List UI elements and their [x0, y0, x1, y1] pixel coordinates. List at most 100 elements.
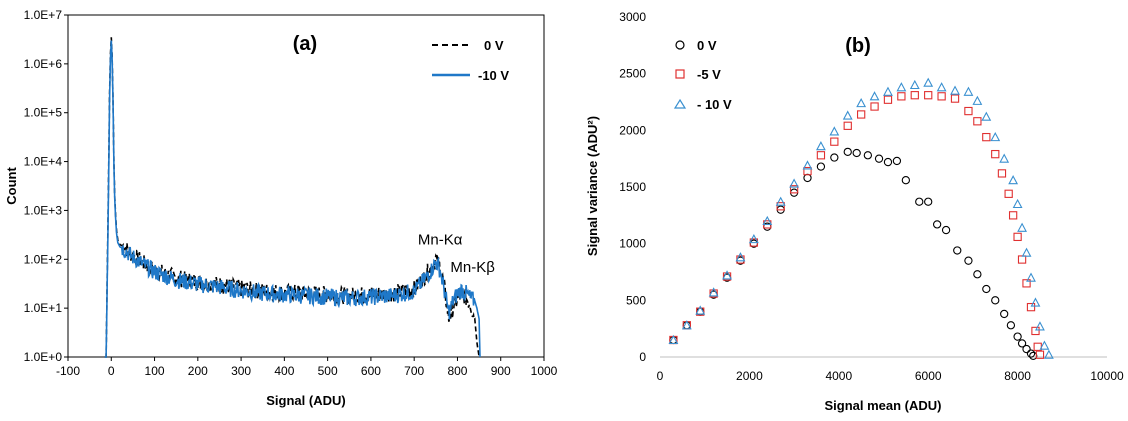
panel-a-y-tick-label: 1.0E+3 [24, 203, 63, 217]
annotation-mn-k-beta: Mn-Kβ [450, 259, 495, 276]
scatter-point-10v [999, 153, 1010, 163]
scatter-point-0v [964, 256, 973, 265]
panel-a-x-tick-label: 600 [361, 364, 381, 378]
scatter-point-0v [803, 173, 812, 183]
panel-b-y-tick-label: 1000 [619, 237, 646, 251]
panel-b-legend: 0 V -5 V - 10 V [673, 38, 732, 112]
panel-a-x-tick-label: 0 [108, 364, 115, 378]
panel-b-x-tick-label: 10000 [1090, 369, 1124, 383]
panel-a-x-tick-label: 700 [404, 364, 424, 378]
scatter-point-5v [816, 151, 826, 160]
scatter-point-5v [803, 166, 812, 176]
scatter-point-10v [681, 320, 692, 330]
scatter-point-10v [802, 160, 813, 170]
panel-b-y-axis-label: Signal variance (ADU²) [585, 116, 600, 256]
scatter-point-5v [982, 132, 991, 142]
panel-a-x-tick-label: 900 [491, 364, 511, 378]
scatter-point-5v [964, 106, 973, 116]
scatter-point-5v [1022, 279, 1031, 288]
scatter-point-10v [856, 97, 867, 108]
scatter-point-10v [990, 131, 1001, 142]
scatter-point-5v [950, 94, 960, 103]
scatter-point-10v [936, 82, 947, 92]
panel-b-y-tick-label: 1500 [619, 180, 646, 194]
scatter-point-0v [991, 296, 1000, 305]
legend-marker-5v [675, 69, 685, 79]
scatter-point-0v [1022, 344, 1031, 354]
scatter-point-0v [852, 148, 861, 158]
panel-a-x-tick-label: 500 [318, 364, 338, 378]
scatter-point-5v [870, 102, 879, 111]
scatter-point-10v [1017, 222, 1027, 232]
scatter-point-0v [901, 176, 910, 185]
scatter-point-10v [762, 215, 773, 226]
scatter-point-10v [909, 79, 920, 90]
scatter-point-5v [1035, 350, 1045, 359]
scatter-point-5v [937, 92, 946, 101]
scatter-point-10v [708, 287, 719, 297]
panel-a-y-tick-label: 1.0E+4 [24, 155, 63, 169]
panel-b-x-tick-label: 0 [657, 369, 664, 383]
scatter-point-10v [775, 196, 786, 206]
scatter-point-5v [1008, 211, 1018, 220]
panel-b-series [668, 77, 1054, 361]
scatter-point-5v [789, 185, 799, 194]
annotation-mn-k-alpha: Mn-Kα [418, 232, 463, 249]
scatter-point-10v [963, 86, 974, 96]
scatter-point-0v [1026, 349, 1036, 358]
panel-b-y-tick-label: 500 [626, 293, 646, 307]
series-line-10v [104, 40, 481, 358]
scatter-point-5v [973, 117, 982, 126]
scatter-point-10v [1012, 198, 1023, 209]
panel-b-y-tick-label: 0 [639, 350, 646, 364]
legend-label-0v-b: 0 V [697, 38, 717, 53]
panel-b: 0 2000 4000 6000 8000 10000 0 500 1000 1500 2000 25… [585, 10, 1124, 413]
scatter-point-0v [874, 154, 884, 163]
legend-label-10v: -10 V [478, 68, 509, 83]
scatter-point-10v [1030, 297, 1041, 307]
scatter-point-5v [1004, 189, 1013, 198]
scatter-point-10v [1026, 272, 1036, 282]
panel-b-x-tick-label: 2000 [736, 369, 763, 383]
panel-b-ticks: 0 2000 4000 6000 8000 10000 0 500 1000 1500 2000 25… [619, 10, 1124, 383]
scatter-point-5v [696, 307, 705, 316]
scatter-point-5v [997, 169, 1007, 178]
scatter-point-0v [924, 197, 933, 206]
scatter-point-0v [1013, 332, 1022, 341]
panel-b-x-tick-label: 6000 [915, 369, 942, 383]
scatter-point-10v [972, 95, 983, 105]
panel-a-y-axis-label: Count [4, 167, 19, 205]
panel-a-x-tick-label: 200 [188, 364, 208, 378]
scatter-point-5v [843, 121, 852, 130]
panel-a-x-tick-label: 800 [447, 364, 467, 378]
scatter-point-0v [915, 197, 924, 206]
scatter-point-0v [932, 220, 942, 229]
scatter-point-10v [950, 85, 960, 95]
scatter-point-5v [830, 137, 839, 146]
scatter-point-10v [1043, 349, 1054, 359]
scatter-point-5v [991, 149, 1000, 159]
panel-b-x-axis-label: Signal mean (ADU) [824, 398, 941, 413]
scatter-point-10v [1039, 340, 1050, 350]
scatter-point-10v [869, 91, 880, 101]
scatter-point-0v [1017, 339, 1027, 348]
panel-b-y-tick-label: 2500 [619, 67, 646, 81]
scatter-point-10v [695, 305, 706, 315]
scatter-point-10v [735, 252, 746, 262]
panel-a-x-axis-label: Signal (ADU) [266, 393, 345, 408]
scatter-point-10v [981, 111, 992, 121]
panel-a: -100 0 100 200 300 400 500 600 700 800 900 1000 1.0E… [4, 8, 558, 408]
panel-a-y-tick-label: 1.0E+0 [24, 350, 63, 364]
scatter-point-5v [1013, 232, 1022, 242]
panel-a-series [104, 37, 481, 358]
scatter-point-0v [1000, 309, 1009, 319]
scatter-point-5v [1026, 302, 1036, 312]
panel-b-y-tick-label: 3000 [619, 10, 646, 24]
scatter-point-0v [892, 156, 902, 166]
scatter-point-5v [722, 272, 732, 281]
scatter-point-5v [1031, 326, 1040, 336]
panel-a-legend: 0 V -10 V [432, 38, 509, 83]
panel-a-ticks: -100 0 100 200 300 400 500 600 700 800 900 1000 1.0E… [24, 8, 558, 378]
